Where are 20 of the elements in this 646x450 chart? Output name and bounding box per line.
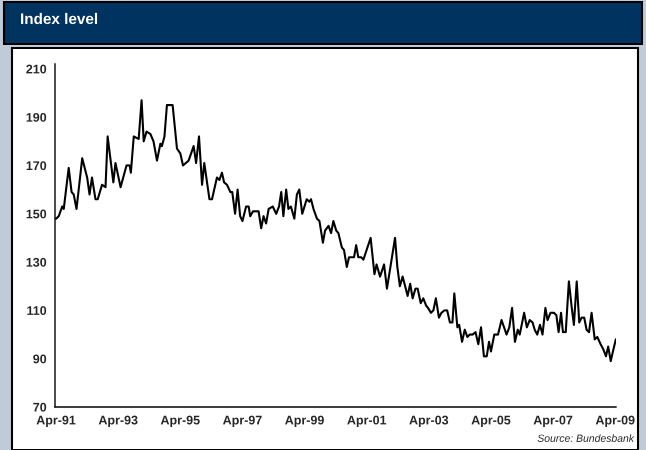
chart-title: Index level [21, 12, 98, 24]
x-tick-label: Apr-97 [222, 416, 262, 427]
x-tick-label: Apr-95 [160, 416, 200, 427]
x-tick-label: Apr-91 [36, 416, 76, 427]
x-tick-label: Apr-09 [596, 416, 635, 427]
x-tick-label: Apr-07 [534, 416, 572, 427]
y-tick-label: 170 [26, 161, 46, 170]
y-tick-label: 210 [26, 64, 46, 74]
y-tick-label: 130 [26, 258, 46, 267]
source-note: Source: Bundesbank [538, 434, 634, 442]
x-tick-label: Apr-03 [409, 416, 448, 427]
y-tick-label: 110 [27, 306, 46, 316]
x-tick-label: Apr-99 [285, 416, 324, 427]
y-tick-label: 70 [33, 402, 46, 412]
x-tick-label: Apr-01 [347, 416, 386, 427]
x-tick-label: Apr-05 [471, 416, 510, 427]
y-tick-label: 90 [33, 354, 46, 364]
y-tick-label: 150 [26, 210, 46, 218]
x-tick-label: Apr-93 [98, 416, 138, 427]
y-tick-label: 190 [26, 112, 46, 122]
